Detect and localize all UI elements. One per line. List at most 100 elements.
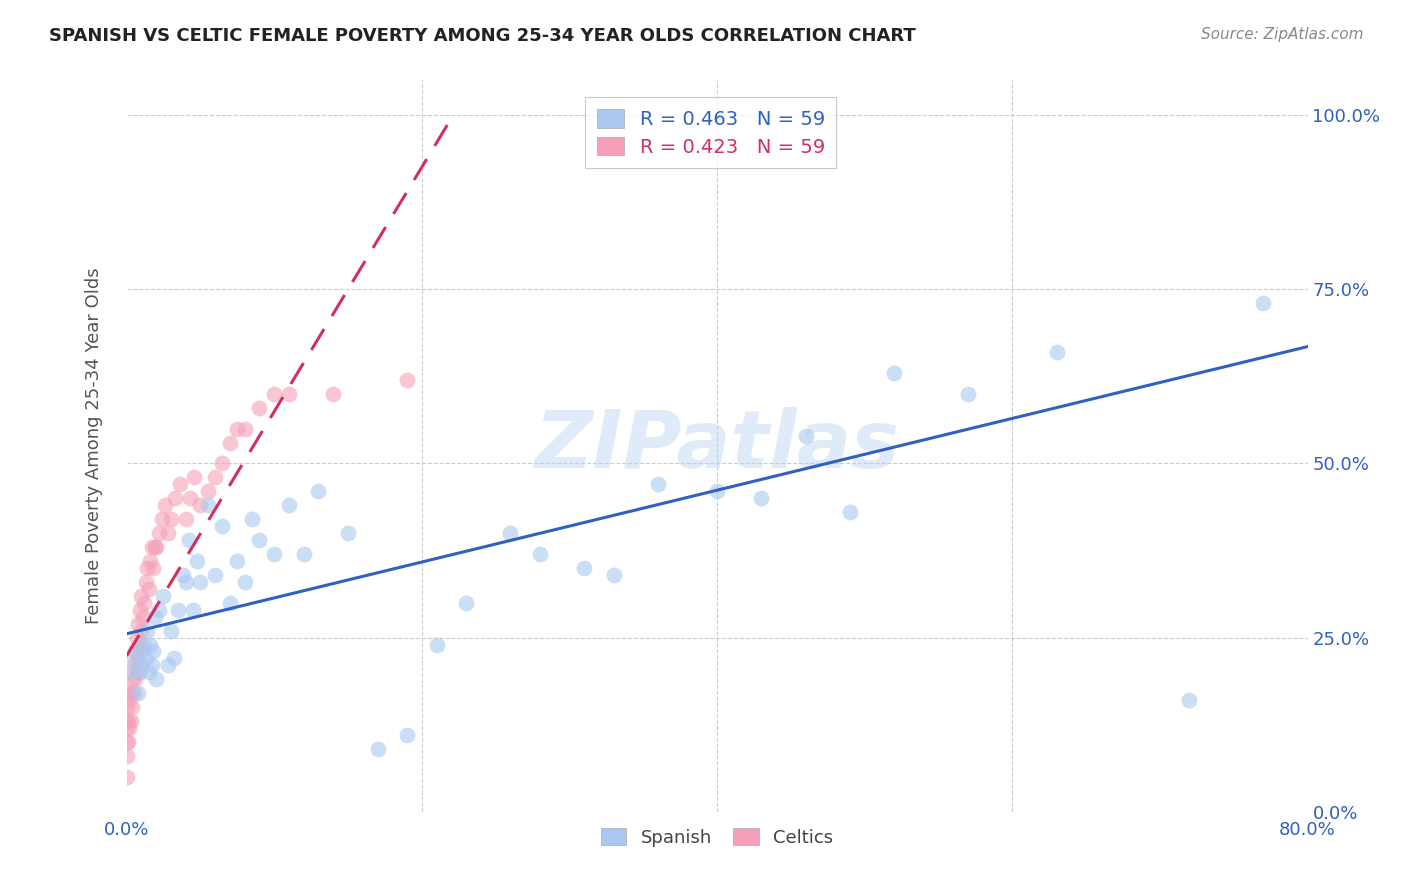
Text: ZIPatlas: ZIPatlas: [534, 407, 900, 485]
Point: [138, 582, 160, 596]
Point: [135, 651, 157, 665]
Point: [152, 589, 174, 603]
Point: [249, 533, 271, 547]
Point: [204, 567, 226, 582]
Point: [183, 470, 205, 484]
Point: [197, 484, 219, 499]
Point: [177, 533, 200, 547]
Point: [121, 673, 143, 687]
Point: [396, 373, 419, 387]
Text: SPANISH VS CELTIC FEMALE POVERTY AMONG 25-34 YEAR OLDS CORRELATION CHART: SPANISH VS CELTIC FEMALE POVERTY AMONG 2…: [49, 27, 915, 45]
Point: [367, 742, 389, 756]
Point: [499, 526, 522, 541]
Point: [308, 484, 330, 499]
Point: [125, 631, 148, 645]
Point: [163, 651, 186, 665]
Point: [263, 386, 285, 401]
Point: [226, 421, 249, 435]
Point: [425, 638, 447, 652]
Point: [153, 498, 176, 512]
Point: [181, 603, 204, 617]
Point: [134, 596, 156, 610]
Point: [167, 603, 190, 617]
Point: [165, 491, 187, 506]
Point: [174, 574, 197, 589]
Point: [226, 554, 249, 568]
Point: [117, 735, 139, 749]
Point: [134, 638, 156, 652]
Point: [186, 554, 208, 568]
Point: [145, 673, 167, 687]
Point: [136, 624, 159, 638]
Point: [956, 386, 979, 401]
Legend: Spanish, Celtics: Spanish, Celtics: [593, 821, 841, 854]
Point: [129, 658, 153, 673]
Point: [115, 714, 138, 728]
Point: [120, 665, 142, 680]
Point: [396, 728, 419, 742]
Point: [115, 686, 138, 700]
Point: [240, 512, 263, 526]
Point: [292, 547, 315, 561]
Point: [135, 574, 157, 589]
Point: [160, 624, 183, 638]
Point: [647, 477, 669, 491]
Point: [128, 665, 150, 680]
Point: [529, 547, 551, 561]
Point: [169, 477, 191, 491]
Point: [574, 561, 596, 575]
Point: [118, 721, 141, 735]
Point: [172, 567, 194, 582]
Point: [138, 665, 160, 680]
Point: [141, 540, 163, 554]
Point: [174, 512, 197, 526]
Point: [322, 386, 344, 401]
Point: [129, 624, 153, 638]
Point: [337, 526, 360, 541]
Point: [211, 457, 233, 471]
Point: [143, 609, 166, 624]
Point: [706, 484, 728, 499]
Point: [139, 554, 162, 568]
Point: [233, 421, 256, 435]
Point: [124, 673, 146, 687]
Point: [143, 540, 166, 554]
Point: [156, 658, 179, 673]
Point: [148, 526, 170, 541]
Point: [1046, 345, 1069, 359]
Point: [883, 366, 905, 380]
Point: [145, 540, 167, 554]
Point: [115, 700, 138, 714]
Point: [136, 561, 159, 575]
Point: [128, 603, 150, 617]
Point: [122, 686, 145, 700]
Point: [124, 644, 146, 658]
Point: [125, 665, 148, 680]
Point: [148, 603, 170, 617]
Point: [120, 714, 142, 728]
Point: [115, 749, 138, 764]
Point: [115, 735, 138, 749]
Point: [127, 616, 149, 631]
Point: [141, 658, 163, 673]
Point: [118, 693, 141, 707]
Point: [249, 401, 271, 415]
Point: [115, 721, 138, 735]
Point: [263, 547, 285, 561]
Point: [219, 435, 242, 450]
Point: [188, 498, 212, 512]
Point: [204, 470, 226, 484]
Point: [156, 526, 179, 541]
Point: [122, 651, 145, 665]
Point: [122, 658, 145, 673]
Point: [751, 491, 773, 506]
Point: [456, 596, 478, 610]
Point: [233, 574, 256, 589]
Point: [1253, 296, 1275, 310]
Point: [160, 512, 183, 526]
Text: Source: ZipAtlas.com: Source: ZipAtlas.com: [1201, 27, 1364, 42]
Point: [115, 770, 138, 784]
Point: [838, 505, 860, 519]
Point: [129, 589, 153, 603]
Y-axis label: Female Poverty Among 25-34 Year Olds: Female Poverty Among 25-34 Year Olds: [84, 268, 103, 624]
